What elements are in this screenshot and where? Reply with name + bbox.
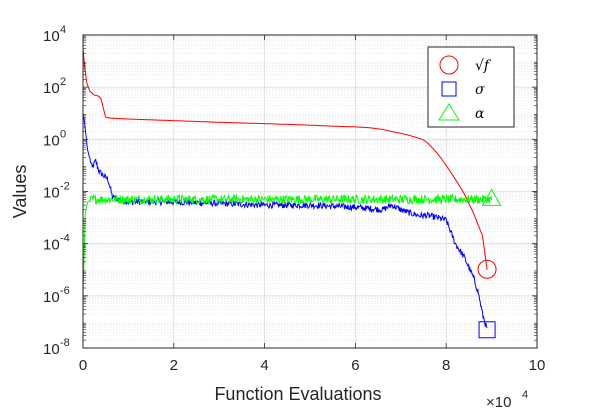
legend-label: σ xyxy=(475,82,485,98)
x-tick-label: 8 xyxy=(442,357,450,374)
y-tick-exponent: 2 xyxy=(60,76,66,88)
legend-entry: √f xyxy=(439,55,492,75)
y-tick-base: 10 xyxy=(43,80,60,97)
legend-square-icon xyxy=(441,81,457,97)
series-line-circle xyxy=(82,48,488,270)
series-end-marker-triangle xyxy=(481,188,502,206)
y-tick-exponent: 0 xyxy=(60,128,66,140)
series-line-triangle xyxy=(82,193,493,296)
x-tick-label: 6 xyxy=(351,357,359,374)
y-tick-base: 10 xyxy=(43,185,60,202)
y-tick-exponent: -6 xyxy=(60,285,70,297)
y-tick-base: 10 xyxy=(43,289,60,306)
y-tick-exponent: -2 xyxy=(60,181,70,193)
y-tick-exponent: -8 xyxy=(60,337,70,349)
series-layer xyxy=(82,48,502,339)
x-tick-label: 10 xyxy=(529,357,546,374)
legend: √f σα xyxy=(427,46,515,128)
x-tick-label: 0 xyxy=(79,357,87,374)
y-tick-label: 10 -4 xyxy=(43,233,70,254)
y-tick-exponent: 4 xyxy=(60,24,66,36)
legend-circle-icon xyxy=(439,55,459,75)
y-tick-label: 10 4 xyxy=(43,24,66,45)
x-axis-multiplier: ×10 4 xyxy=(486,389,528,411)
legend-entry: α xyxy=(438,103,485,122)
legend-entry: σ xyxy=(441,81,485,98)
series-end-marker-circle xyxy=(477,259,497,279)
y-axis-title: Values xyxy=(10,165,30,219)
y-tick-label: 10 -6 xyxy=(43,285,70,306)
x-tick-label: 2 xyxy=(170,357,178,374)
legend-label: √f xyxy=(475,58,492,74)
y-tick-label: 10 -8 xyxy=(43,337,70,358)
y-tick-label: 10 -2 xyxy=(43,181,70,202)
y-tick-label: 10 0 xyxy=(43,128,66,149)
legend-label: α xyxy=(475,106,485,122)
legend-box xyxy=(427,46,515,128)
y-tick-base: 10 xyxy=(43,341,60,358)
series-end-marker-square xyxy=(478,321,496,339)
y-tick-base: 10 xyxy=(43,237,60,254)
legend-triangle-icon xyxy=(438,103,460,121)
x-multiplier-base: ×10 xyxy=(486,394,511,411)
x-axis-title: Function Evaluations xyxy=(214,384,381,404)
y-tick-exponent: -4 xyxy=(60,233,70,245)
x-multiplier-exponent: 4 xyxy=(522,389,528,401)
y-tick-base: 10 xyxy=(43,28,60,45)
x-tick-label: 4 xyxy=(260,357,268,374)
y-tick-base: 10 xyxy=(43,132,60,149)
x-tick-labels: 0 2 4 6 8 10 xyxy=(79,357,546,374)
tick-marks xyxy=(82,34,538,349)
y-tick-label: 10 2 xyxy=(43,76,66,97)
